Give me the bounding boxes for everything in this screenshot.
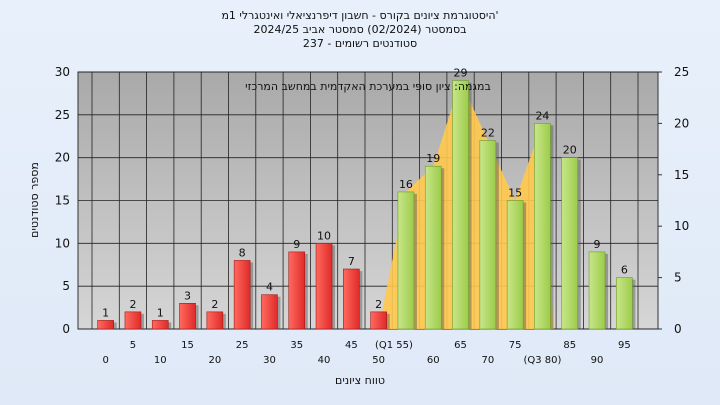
x-tick-label: 70: [481, 355, 494, 366]
y2-tick-label: 20: [674, 116, 689, 130]
y-tick-label: 15: [55, 194, 70, 208]
bar-value-label: 6: [621, 264, 628, 277]
x-tick-label: 50: [372, 355, 385, 366]
bar-value-label: 9: [293, 238, 300, 251]
bar: [452, 80, 469, 330]
bar: [97, 320, 114, 330]
bar: [179, 302, 196, 330]
bar: [588, 251, 606, 330]
bar: [479, 140, 497, 330]
x-tick-label: 10: [154, 355, 167, 366]
x-tick-label: 35: [290, 340, 303, 351]
x-tick-label: (Q1 55): [375, 340, 413, 351]
x-axis-label: טווח ציונים: [335, 374, 385, 387]
bar-value-label: 2: [211, 298, 218, 311]
bar: [261, 294, 278, 330]
y2-tick-label: 0: [674, 322, 682, 336]
bar: [124, 311, 142, 330]
x-tick-label: 85: [563, 340, 576, 351]
bar: [288, 251, 306, 330]
bar-value-label: 1: [157, 306, 164, 319]
y2-tick-label: 25: [674, 65, 689, 79]
bar-value-label: 10: [317, 229, 331, 242]
x-tick-label: 25: [236, 340, 249, 351]
bar: [206, 311, 224, 330]
bar-value-label: 29: [454, 67, 468, 80]
bar-value-label: 22: [481, 127, 495, 140]
y-tick-label: 10: [55, 236, 70, 250]
x-tick-label: 95: [618, 340, 631, 351]
bar-value-label: 3: [184, 289, 191, 302]
bar-value-label: 8: [239, 246, 246, 259]
bar: [151, 320, 169, 330]
y-axis-label: מספר סטודנטים: [28, 162, 41, 238]
bar-value-label: 20: [563, 144, 577, 157]
y-tick-label: 5: [62, 279, 70, 293]
x-tick-label: 15: [181, 340, 194, 351]
bar-value-label: 2: [129, 298, 136, 311]
chart-title-line2: בסמסטר (02/2024) סמסטר אביב 2024/25: [253, 23, 466, 36]
bar: [534, 123, 551, 330]
bar-value-label: 4: [266, 281, 273, 294]
bar-value-label: 19: [426, 152, 440, 165]
x-tick-label: 60: [427, 355, 440, 366]
bar-value-label: 15: [508, 187, 522, 200]
bar: [616, 277, 633, 330]
x-tick-label: 5: [130, 340, 136, 351]
bar: [315, 243, 333, 330]
bar: [506, 200, 524, 330]
y2-tick-label: 15: [674, 168, 689, 182]
bar: [397, 191, 415, 330]
bar: [233, 260, 251, 330]
x-tick-label: 90: [591, 355, 604, 366]
bar: [561, 157, 579, 330]
bar-value-label: 24: [535, 109, 549, 122]
y-tick-label: 20: [55, 151, 70, 165]
chart-subtitle: במגמה: ציון סופי במערכת האקדמית במחשב המ…: [245, 80, 491, 93]
bar: [343, 268, 360, 330]
plot-area: 1 2 1 3 2 8 4 9 10 7 2 16 19 29 22 15 24 20 9 6 במגמה: ציון …: [55, 65, 690, 366]
x-tick-label: 40: [318, 355, 331, 366]
x-tick-label: (Q3 80): [523, 355, 561, 366]
x-tick-label: 75: [509, 340, 522, 351]
x-tick-label: 30: [263, 355, 276, 366]
bar-value-label: 7: [348, 255, 355, 268]
bar-value-label: 16: [399, 178, 413, 191]
x-tick-label: 0: [102, 355, 108, 366]
x-tick-label: 65: [454, 340, 467, 351]
bar: [370, 311, 387, 330]
y2-tick-label: 5: [674, 271, 682, 285]
bar-value-label: 1: [102, 306, 109, 319]
x-tick-label: 20: [208, 355, 221, 366]
chart-title-line1: היסטוגרמת ציונים בקורס - חשבון דיפרנציאל…: [221, 9, 498, 22]
bar-value-label: 9: [594, 238, 601, 251]
chart-title-line3: סטודנטים רשומים - 237: [303, 37, 417, 50]
y-tick-label: 0: [62, 322, 70, 336]
bar-value-label: 2: [375, 298, 382, 311]
y-tick-label: 25: [55, 108, 70, 122]
bar: [424, 165, 442, 330]
y2-tick-label: 10: [674, 219, 689, 233]
x-tick-label: 45: [345, 340, 358, 351]
y-tick-label: 30: [55, 65, 70, 79]
